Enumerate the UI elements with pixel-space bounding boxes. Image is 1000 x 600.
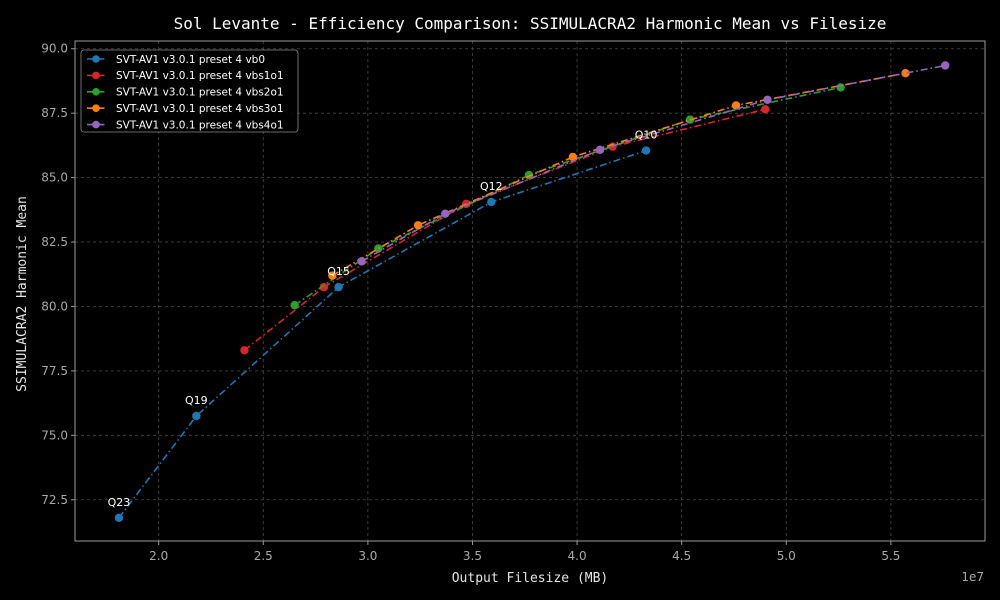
series-4 xyxy=(328,69,910,280)
x-tick-label: 3.5 xyxy=(463,549,482,563)
x-axis-label: Output Filesize (MB) xyxy=(452,571,609,586)
legend-marker xyxy=(92,120,100,129)
x-tick-label: 2.0 xyxy=(149,549,168,563)
series-line xyxy=(294,86,841,306)
quality-annotation: Q19 xyxy=(185,394,208,407)
y-tick-label: 85.0 xyxy=(41,171,68,185)
y-tick-label: 87.5 xyxy=(41,106,68,120)
data-point xyxy=(901,69,910,78)
data-point xyxy=(192,411,201,421)
x-scale-multiplier: 1e7 xyxy=(961,570,984,584)
legend-item: SVT-AV1 v3.0.1 preset 4 vbs3o1 xyxy=(87,103,284,115)
series-line xyxy=(331,72,906,277)
legend-label: SVT-AV1 v3.0.1 preset 4 vbs3o1 xyxy=(116,103,284,115)
series-2 xyxy=(240,105,770,355)
y-tick-label: 75.0 xyxy=(41,428,68,442)
legend-label: SVT-AV1 v3.0.1 preset 4 vbs4o1 xyxy=(116,119,284,131)
legend: SVT-AV1 v3.0.1 preset 4 vb0 SVT-AV1 v3.0.… xyxy=(80,49,299,133)
series-line xyxy=(243,108,766,351)
legend-item: SVT-AV1 v3.0.1 preset 4 vbs4o1 xyxy=(87,119,284,131)
y-tick-label: 77.5 xyxy=(41,364,68,378)
legend-marker xyxy=(92,104,100,112)
data-point xyxy=(941,61,950,70)
quality-annotation: Q12 xyxy=(480,180,503,193)
data-point xyxy=(568,152,578,162)
data-point xyxy=(731,101,741,110)
data-point xyxy=(413,221,423,230)
x-tick-label: 5.0 xyxy=(777,549,796,563)
legend-label: SVT-AV1 v3.0.1 preset 4 vbs1o1 xyxy=(116,70,284,82)
data-point xyxy=(641,146,651,155)
quality-annotation: Q23 xyxy=(108,496,131,509)
data-point xyxy=(290,300,299,310)
legend-marker xyxy=(92,55,100,63)
series-3 xyxy=(290,83,845,310)
data-point xyxy=(328,271,337,280)
data-point xyxy=(240,346,249,355)
x-tick-label: 4.5 xyxy=(672,549,691,563)
data-point xyxy=(319,282,329,292)
data-point xyxy=(836,83,845,92)
series-1 xyxy=(114,146,651,523)
chart-title: Sol Levante - Efficiency Comparison: SSI… xyxy=(174,14,887,33)
legend-marker xyxy=(92,71,100,80)
y-tick-label: 80.0 xyxy=(41,299,68,313)
data-point xyxy=(763,95,772,104)
x-tick-label: 4.0 xyxy=(568,549,587,563)
data-point xyxy=(761,105,770,114)
quality-annotation: Q15 xyxy=(327,265,350,278)
legend-item: SVT-AV1 v3.0.1 preset 4 vbs2o1 xyxy=(87,87,284,99)
legend-label: SVT-AV1 v3.0.1 preset 4 vbs2o1 xyxy=(116,87,284,99)
legend-item: SVT-AV1 v3.0.1 preset 4 vb0 xyxy=(87,54,265,66)
plot-area: 2.0 2.5 3.0 3.5 4.0 4.5 5.0 5.5 72.5 75.0 77.5 80.0… xyxy=(41,40,986,563)
series-line xyxy=(361,64,946,263)
data-point xyxy=(357,257,366,266)
legend-marker xyxy=(92,88,100,96)
data-point xyxy=(374,244,383,253)
data-point xyxy=(487,197,496,207)
series-5 xyxy=(357,61,950,266)
data-point xyxy=(595,145,605,154)
legend-box xyxy=(80,49,299,133)
data-point xyxy=(334,282,343,292)
plot-frame xyxy=(74,40,986,542)
y-tick-label: 82.5 xyxy=(41,235,68,249)
y-axis-label: SSIMULACRA2 Harmonic Mean xyxy=(15,196,30,392)
x-tick-label: 2.5 xyxy=(254,549,273,563)
x-tick-label: 5.5 xyxy=(881,549,900,563)
y-tick-label: 90.0 xyxy=(41,42,68,56)
legend-item: SVT-AV1 v3.0.1 preset 4 vbs1o1 xyxy=(87,70,284,82)
data-point xyxy=(114,513,124,523)
legend-label: SVT-AV1 v3.0.1 preset 4 vb0 xyxy=(116,54,265,66)
data-point xyxy=(441,209,450,218)
series-line xyxy=(118,149,647,519)
x-tick-label: 3.0 xyxy=(358,549,377,563)
y-tick-label: 72.5 xyxy=(41,493,68,507)
quality-annotation: Q10 xyxy=(635,129,658,142)
